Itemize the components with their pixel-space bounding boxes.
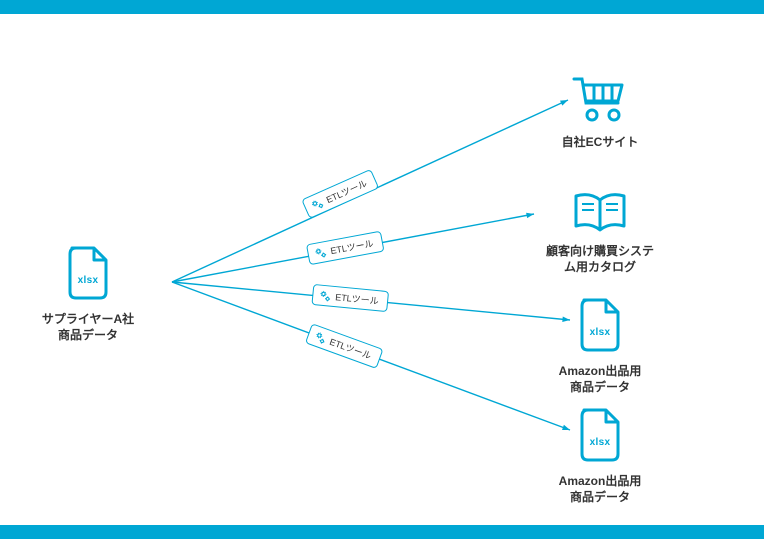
xlsx-file-icon: xlsx <box>66 246 110 300</box>
edge-label-1: ETLツール <box>306 231 384 265</box>
amazon-data-1: xlsx Amazon出品用商品データ <box>530 298 670 395</box>
supplier-a-file: xlsx サプライヤーA社商品データ <box>18 246 158 343</box>
customer-catalog: 顧客向け購買システム用カタログ <box>530 192 670 275</box>
node-label-line1: Amazon出品用 <box>559 474 642 488</box>
edge-label-text: ETLツール <box>335 290 380 307</box>
top-accent-bar <box>0 0 764 14</box>
book-icon <box>572 219 628 236</box>
node-label-line1: 自社ECサイト <box>562 135 639 149</box>
node-label: 自社ECサイト <box>530 134 670 150</box>
bottom-accent-bar <box>0 525 764 539</box>
gears-icon <box>319 289 332 302</box>
node-label-line2: 商品データ <box>58 328 118 342</box>
xlsx-file-icon: xlsx <box>578 298 622 352</box>
edge-label-2: ETLツール <box>311 284 388 312</box>
node-label-line2: 商品データ <box>570 380 630 394</box>
node-label-line1: 顧客向け購買システ <box>546 244 654 258</box>
edge-label-text: ETLツール <box>329 236 374 257</box>
xlsx-file-icon: xlsx <box>578 408 622 462</box>
node-label-line2: ム用カタログ <box>564 260 636 274</box>
amazon-data-2: xlsx Amazon出品用商品データ <box>530 408 670 505</box>
node-label-line1: サプライヤーA社 <box>42 312 134 326</box>
cart-icon <box>572 110 628 127</box>
gears-icon <box>313 330 328 345</box>
node-label: Amazon出品用商品データ <box>530 473 670 505</box>
gears-icon <box>314 246 328 260</box>
file-tag: xlsx <box>578 327 622 338</box>
edge-label-0: ETLツール <box>301 169 379 219</box>
node-label-line1: Amazon出品用 <box>559 364 642 378</box>
file-tag: xlsx <box>66 275 110 286</box>
node-label: 顧客向け購買システム用カタログ <box>530 243 670 275</box>
gears-icon <box>309 196 325 212</box>
edge-label-text: ETLツール <box>324 176 369 206</box>
own-ec-site: 自社ECサイト <box>530 75 670 150</box>
edge-label-3: ETLツール <box>305 323 383 369</box>
node-label-line2: 商品データ <box>570 490 630 504</box>
node-label: Amazon出品用商品データ <box>530 363 670 395</box>
file-tag: xlsx <box>578 437 622 448</box>
node-label: サプライヤーA社商品データ <box>18 311 158 343</box>
edge-label-text: ETLツール <box>328 335 373 362</box>
